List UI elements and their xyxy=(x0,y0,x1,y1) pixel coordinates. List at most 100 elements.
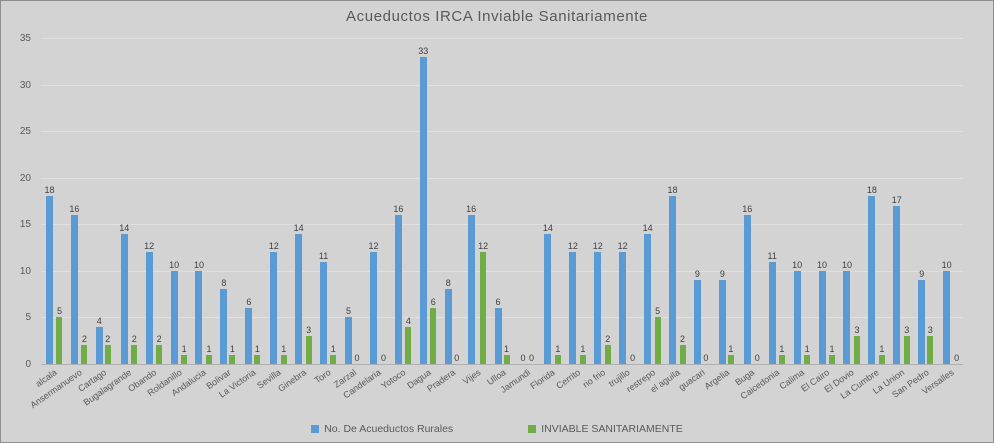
bar-value-label: 0 xyxy=(354,353,360,363)
bar-column-rurales: 0 xyxy=(519,354,526,364)
bar-rurales xyxy=(394,215,402,364)
bar-group: 6 1 Ulloa xyxy=(485,38,515,387)
bar-column-inviable: 1 xyxy=(206,345,212,364)
bar-inviable xyxy=(56,317,63,364)
gridline-10 xyxy=(41,270,963,272)
bar-value-label: 1 xyxy=(879,344,885,354)
legend-item-inviable-sanitariamente: INVIABLE SANITARIAMENTE xyxy=(528,423,683,435)
bar-value-label: 2 xyxy=(81,334,87,344)
bar-rurales xyxy=(45,196,53,364)
bar-value-label: 10 xyxy=(941,260,952,270)
bar-inviable xyxy=(131,345,138,364)
bar-value-label: 10 xyxy=(792,260,803,270)
bar-value-label: 3 xyxy=(306,325,312,335)
bar-rurales xyxy=(70,215,78,364)
bar-value-label: 0 xyxy=(754,353,760,363)
bar-group: 14 3 Ginebra xyxy=(276,38,315,394)
chart-title: Acueductos IRCA Inviable Sanitariamente xyxy=(346,8,648,25)
bar-column-inviable: 0 xyxy=(630,354,636,364)
bar-inviable xyxy=(405,327,412,364)
bar-group: 10 3 El Dovio xyxy=(823,38,864,395)
bar-value-label: 4 xyxy=(405,316,411,326)
bar-group: 16 2 Ansermanuevo xyxy=(28,38,91,410)
bar-column-inviable: 2 xyxy=(104,335,111,364)
bar-column-inviable: 1 xyxy=(778,345,785,364)
bar-column-inviable: 2 xyxy=(81,334,88,364)
y-tick-label-20: 20 xyxy=(19,172,31,184)
bar-value-label: 14 xyxy=(642,223,653,233)
bar-value-label: 2 xyxy=(131,334,137,344)
bar-column-rurales: 18 xyxy=(668,186,678,364)
bar-group: 18 2 el aguila xyxy=(648,38,689,395)
bar-column-inviable: 3 xyxy=(853,326,860,364)
bar-inviable xyxy=(727,355,734,364)
bar-value-label: 11 xyxy=(767,251,777,261)
bar-column-inviable: 1 xyxy=(254,345,261,364)
bar-value-label: 12 xyxy=(368,241,379,251)
x-axis-label: guacari xyxy=(676,367,707,393)
bar-column-inviable: 1 xyxy=(229,345,236,364)
bar-column-rurales: 12 xyxy=(568,242,578,364)
bar-inviable xyxy=(181,355,188,364)
bar-inviable xyxy=(878,355,885,364)
bar-column-rurales: 10 xyxy=(169,261,179,364)
bar-value-label: 1 xyxy=(580,344,586,354)
bar-group: 4 2 Cartago xyxy=(77,38,116,394)
bar-rurales xyxy=(220,289,228,364)
bar-rurales xyxy=(793,271,801,364)
bar-column-inviable: 4 xyxy=(405,316,412,364)
bar-value-label: 2 xyxy=(680,334,686,344)
bar-rurales xyxy=(843,271,851,364)
bar-rurales xyxy=(170,271,178,364)
y-tick-label-0: 0 xyxy=(25,359,31,370)
bar-group: 11 1 Toro xyxy=(313,38,340,385)
gridline-25 xyxy=(41,131,963,133)
x-axis-label: Vijes xyxy=(460,367,483,387)
bar-value-label: 14 xyxy=(542,223,553,233)
bar-group: 5 0 Zarzal xyxy=(331,38,365,390)
bar-column-inviable: 0 xyxy=(380,354,386,364)
legend-label-acueductos-rurales: No. De Acueductos Rurales xyxy=(324,423,454,435)
bar-column-rurales: 12 xyxy=(593,242,603,364)
bar-rurales xyxy=(295,234,303,364)
bar-column-inviable: 6 xyxy=(430,297,437,364)
bar-value-label: 6 xyxy=(430,297,436,307)
bar-group: 12 2 Obando xyxy=(126,38,166,394)
bar-value-label: 9 xyxy=(694,269,700,279)
bar-group: 10 1 Roldanillo xyxy=(145,38,191,398)
y-axis: 0 5 10 15 20 25 30 35 xyxy=(1,34,33,370)
bar-value-label: 12 xyxy=(478,241,489,251)
bar-group: 33 6 Dagua xyxy=(405,38,440,391)
bar-inviable xyxy=(503,355,510,364)
x-axis-label: Cerrito xyxy=(554,367,582,391)
bar-column-rurales: 9 xyxy=(918,269,926,364)
bar-inviable xyxy=(254,355,261,364)
bar-column-rurales: 9 xyxy=(693,269,701,364)
bar-value-label: 3 xyxy=(904,325,910,335)
bar-group: 14 1 Florida xyxy=(529,38,564,391)
bar-column-inviable: 2 xyxy=(679,334,686,364)
bar-column-inviable: 0 xyxy=(954,354,960,364)
bar-value-label: 12 xyxy=(144,241,155,251)
bar-inviable xyxy=(430,308,437,364)
bar-value-label: 9 xyxy=(919,269,925,279)
bar-value-label: 1 xyxy=(181,344,187,354)
bar-value-label: 6 xyxy=(495,297,501,307)
y-tick-label-35: 35 xyxy=(19,33,31,44)
bar-value-label: 3 xyxy=(927,325,933,335)
bar-value-label: 10 xyxy=(193,260,204,270)
y-tick-label-30: 30 xyxy=(19,79,31,91)
bar-column-inviable: 2 xyxy=(604,335,611,364)
bar-rurales xyxy=(918,280,926,364)
bar-column-rurales: 14 xyxy=(543,224,553,364)
bar-value-label: 14 xyxy=(119,223,130,233)
bar-value-label: 1 xyxy=(804,344,810,354)
bar-rurales xyxy=(718,280,726,364)
bar-group: 8 1 Bolivar xyxy=(205,38,240,391)
bar-group: 12 0 trujillo xyxy=(607,38,639,389)
y-tick-label-15: 15 xyxy=(19,219,31,231)
bar-column-inviable: 2 xyxy=(156,335,163,364)
bar-column-inviable: 1 xyxy=(503,345,510,364)
bar-group: 10 0 Versalles xyxy=(920,38,963,397)
legend: No. De Acueductos Rurales INVIABLE SANIT… xyxy=(1,423,993,435)
